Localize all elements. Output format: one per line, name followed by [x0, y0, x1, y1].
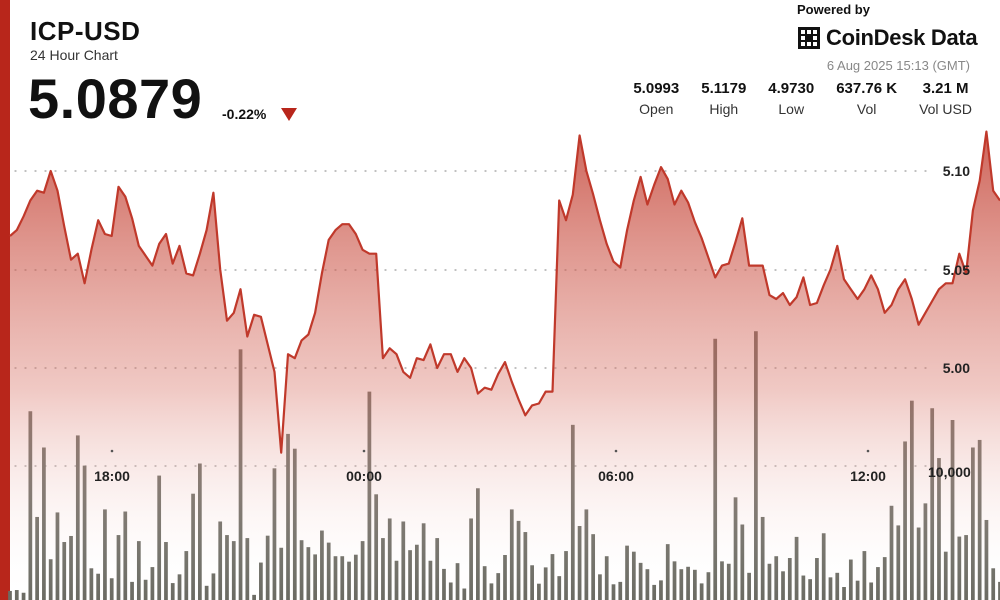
accent-bar — [0, 0, 10, 600]
x-tick-label: 00:00 — [346, 468, 382, 484]
price-area — [10, 131, 1000, 600]
coindesk-logo-icon — [798, 27, 820, 49]
brand-name: CoinDesk Data — [826, 25, 978, 50]
stat-value: 5.1179 — [701, 80, 747, 97]
stat-value: 4.9730 — [768, 80, 815, 97]
x-tick-mark — [866, 449, 870, 453]
stat-vol: 637.76 K Vol — [836, 80, 897, 117]
symbol-title: ICP-USD — [30, 16, 141, 46]
chart-subtitle: 24 Hour Chart — [30, 47, 118, 63]
volume-tick-label: 10,000 — [928, 464, 971, 480]
y-tick-label: 5.05 — [943, 262, 970, 278]
stat-open: 5.0993 Open — [633, 80, 679, 117]
x-tick-mark — [110, 449, 114, 453]
x-tick-mark — [614, 449, 618, 453]
stat-label: Open — [639, 101, 674, 117]
x-tick-label: 06:00 — [598, 468, 634, 484]
coindesk-brand: CoinDesk Data — [798, 24, 978, 52]
stat-label: Vol USD — [919, 101, 972, 117]
axis-labels: 18:00 00:00 06:00 12:00 5.10 5.05 5.00 10,000 — [94, 163, 971, 484]
stat-label: High — [709, 101, 739, 117]
stat-vol-usd: 3.21 M Vol USD — [919, 80, 972, 117]
stat-label: Low — [778, 101, 805, 117]
x-tick-mark — [362, 449, 366, 453]
stat-value: 5.0993 — [633, 80, 680, 97]
y-tick-label: 5.00 — [943, 360, 970, 376]
price-line — [9, 130, 1000, 454]
price-change: -0.22% — [222, 106, 267, 122]
down-triangle-icon — [281, 108, 297, 121]
stat-high: 5.1179 High — [701, 80, 746, 117]
powered-by-label: Powered by — [797, 2, 870, 17]
current-price: 5.0879 — [28, 67, 203, 130]
stat-value: 3.21 M — [922, 80, 969, 97]
stat-value: 637.76 K — [836, 80, 898, 97]
y-tick-label: 5.10 — [943, 163, 970, 179]
x-tick-label: 18:00 — [94, 468, 130, 484]
stats-row: 5.0993 Open 5.1179 High 4.9730 Low 637.7… — [633, 80, 972, 117]
x-tick-label: 12:00 — [850, 468, 886, 484]
stat-low: 4.9730 Low — [768, 80, 814, 117]
stat-label: Vol — [856, 101, 877, 117]
timestamp: 6 Aug 2025 15:13 (GMT) — [826, 58, 970, 73]
